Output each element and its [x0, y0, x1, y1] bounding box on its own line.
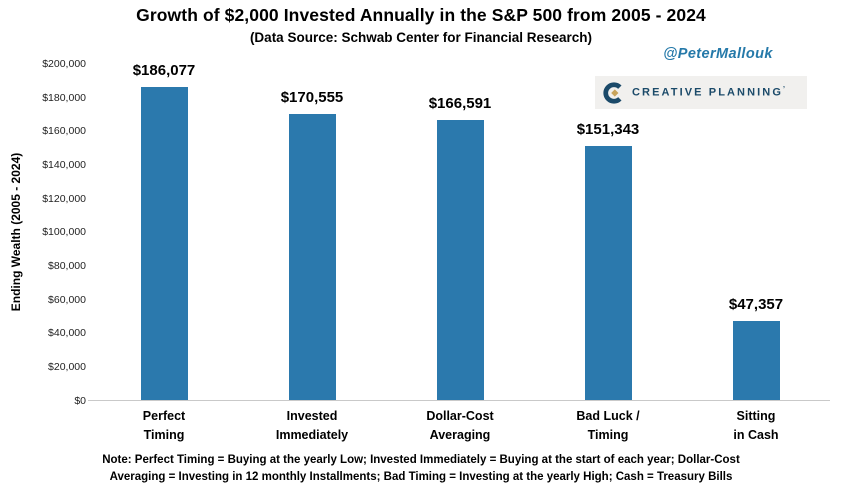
- y-tick-label: $140,000: [42, 158, 86, 171]
- y-tick-label: $120,000: [42, 192, 86, 205]
- twitter-handle: @PeterMallouk: [663, 46, 773, 62]
- category-label: Perfect Timing: [142, 409, 186, 443]
- creative-planning-c-icon: [603, 81, 625, 104]
- category-label: Dollar-Cost Averaging: [426, 409, 494, 443]
- footnote-line-2: Averaging = Investing in 12 monthly Inst…: [109, 471, 733, 483]
- bar-value-label: $151,343: [576, 120, 640, 138]
- y-tick-label: $80,000: [48, 259, 86, 272]
- y-tick-label: $160,000: [42, 125, 86, 138]
- bar-5: [732, 320, 780, 401]
- y-tick-label: $180,000: [42, 91, 86, 104]
- category-label: Invested Immediately: [275, 409, 349, 443]
- category-label: Sitting in Cash: [733, 409, 779, 443]
- chart-subtitle: (Data Source: Schwab Center for Financia…: [249, 30, 593, 45]
- y-tick-label: $20,000: [48, 360, 86, 373]
- y-tick-label: $100,000: [42, 226, 86, 239]
- bar-value-label: $166,591: [428, 95, 492, 113]
- bar-2: [288, 113, 336, 401]
- y-tick-label: $200,000: [42, 58, 86, 70]
- bar-4: [584, 145, 632, 401]
- logo-wordmark: CREATIVE PLANNING’: [632, 86, 785, 99]
- footnote: Note: Perfect Timing = Buying at the yea…: [0, 452, 842, 486]
- bar-3: [436, 120, 484, 401]
- y-tick-label: $60,000: [48, 293, 86, 306]
- bar-value-label: $47,357: [728, 295, 784, 313]
- creative-planning-logo: CREATIVE PLANNING’: [595, 76, 807, 109]
- bar-1: [140, 87, 188, 401]
- category-label: Bad Luck / Timing: [576, 409, 640, 443]
- bar-value-label: $186,077: [132, 62, 196, 80]
- x-axis-line: [88, 400, 830, 401]
- logo-wordmark-text: CREATIVE PLANNING: [632, 86, 784, 99]
- y-tick-label: $40,000: [48, 327, 86, 340]
- bar-value-label: $170,555: [280, 88, 344, 106]
- chart-title: Growth of $2,000 Invested Annually in th…: [136, 5, 706, 25]
- footnote-line-1: Note: Perfect Timing = Buying at the yea…: [102, 454, 740, 466]
- y-tick-label: $0: [74, 394, 86, 407]
- logo-trademark: ’: [783, 86, 785, 94]
